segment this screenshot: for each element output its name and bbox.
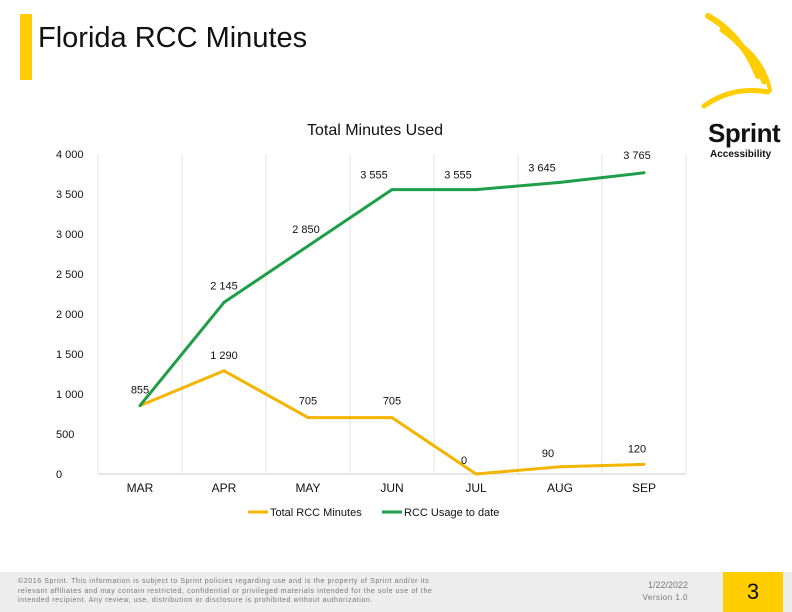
y-tick-label: 4 000 xyxy=(56,149,84,161)
data-point xyxy=(306,244,310,248)
data-point xyxy=(222,300,226,304)
footer-date: 1/22/2022 xyxy=(647,580,688,590)
data-point xyxy=(642,462,646,466)
chart-canvas: Total Minutes Used 0 500 1 000 1 500 2 000 2 5… xyxy=(56,122,687,519)
data-point xyxy=(558,180,562,184)
data-point xyxy=(306,416,310,420)
y-tick-label: 500 xyxy=(56,429,74,441)
legend-label: RCC Usage to date xyxy=(404,507,499,519)
data-label: 3 555 xyxy=(360,170,388,182)
data-label: 120 xyxy=(628,443,646,455)
data-point xyxy=(642,171,646,175)
data-label: 3 555 xyxy=(444,170,472,182)
footer: ©2016 Sprint. This information is subjec… xyxy=(0,572,792,612)
data-label: 90 xyxy=(542,448,554,460)
y-tick-label: 0 xyxy=(56,469,62,481)
footer-version: Version 1.0 xyxy=(642,593,688,602)
y-tick-label: 2 500 xyxy=(56,269,84,281)
x-tick-label: MAY xyxy=(295,481,320,495)
data-label: 705 xyxy=(383,396,401,408)
data-label: 705 xyxy=(299,396,317,408)
y-tick-label: 1 500 xyxy=(56,349,84,361)
data-label: 1 290 xyxy=(210,350,238,362)
data-point xyxy=(390,416,394,420)
x-tick-label: JUN xyxy=(380,481,403,495)
y-tick-label: 3 500 xyxy=(56,189,84,201)
data-label: 855 xyxy=(131,385,149,397)
data-label: 2 850 xyxy=(292,224,320,236)
data-point xyxy=(138,404,142,408)
minutes-chart: Total Minutes Used 0 500 1 000 1 500 2 000 2 5… xyxy=(0,110,700,530)
x-tick-label: APR xyxy=(212,481,237,495)
data-label: 3 765 xyxy=(623,150,651,162)
title-accent-bar xyxy=(20,14,32,80)
x-tick-label: MAR xyxy=(127,481,154,495)
sprint-logo: Sprint Accessibility xyxy=(700,10,781,160)
y-tick-label: 2 000 xyxy=(56,309,84,321)
brand-subtitle: Accessibility xyxy=(710,149,772,160)
x-tick-label: JUL xyxy=(465,481,487,495)
chart-title: Total Minutes Used xyxy=(307,122,443,139)
page-title: Florida RCC Minutes xyxy=(38,22,308,54)
data-label: 3 645 xyxy=(528,162,556,174)
page-number-box: 3 xyxy=(723,572,783,612)
data-point xyxy=(390,188,394,192)
data-point xyxy=(558,465,562,469)
data-point xyxy=(474,472,478,476)
data-label: 0 xyxy=(461,455,467,467)
page-number: 3 xyxy=(746,579,760,604)
series-line-total-rcc-minutes xyxy=(139,369,645,476)
brand-name: Sprint xyxy=(708,118,781,148)
data-point xyxy=(474,188,478,192)
sprint-burst-icon xyxy=(701,13,772,109)
x-tick-label: AUG xyxy=(547,481,573,495)
data-label: 2 145 xyxy=(210,280,238,292)
data-point xyxy=(222,369,226,373)
legal-notice: ©2016 Sprint. This information is subjec… xyxy=(18,578,433,604)
legend-label: Total RCC Minutes xyxy=(270,507,362,519)
y-tick-label: 3 000 xyxy=(56,229,84,241)
x-tick-label: SEP xyxy=(632,481,656,495)
y-tick-label: 1 000 xyxy=(56,389,84,401)
